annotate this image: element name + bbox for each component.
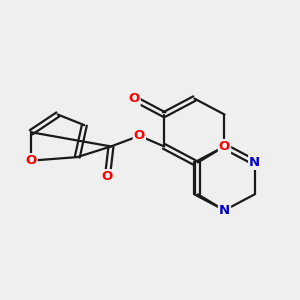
Text: O: O (134, 129, 145, 142)
Text: O: O (26, 154, 37, 167)
Text: O: O (128, 92, 140, 105)
Text: N: N (249, 156, 260, 169)
Text: O: O (102, 170, 113, 183)
Text: N: N (219, 204, 230, 217)
Text: S: S (220, 204, 229, 217)
Text: O: O (219, 140, 230, 153)
